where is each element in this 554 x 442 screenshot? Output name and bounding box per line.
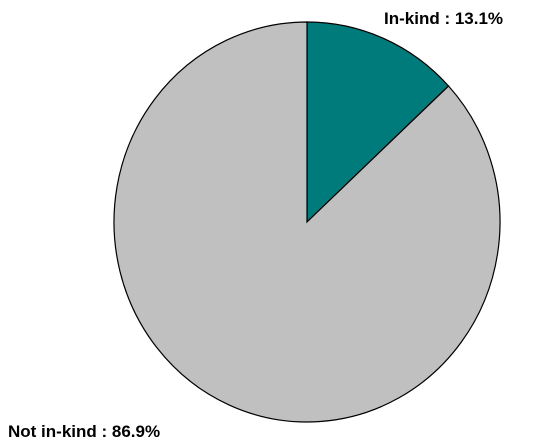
pie-slice-in-kind [306,21,450,224]
pie-slice-not-in-kind [113,21,501,423]
slice-label-not-in-kind: Not in-kind : 86.9% [8,422,160,441]
slice-label-in-kind: In-kind : 13.1% [384,9,503,28]
pie-slices [113,21,501,423]
